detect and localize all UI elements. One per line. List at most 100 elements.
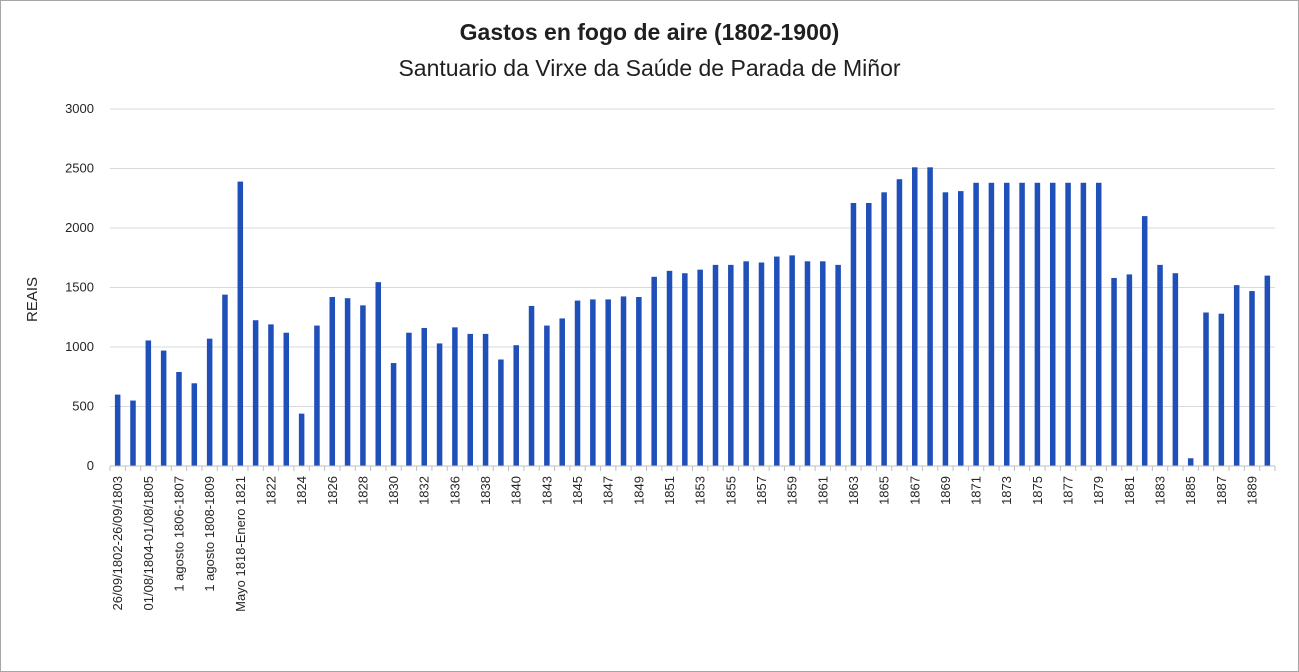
y-tick-label: 3000 [65, 101, 94, 116]
bar [743, 261, 749, 466]
x-tick-label: 1859 [785, 476, 800, 505]
bar [973, 182, 979, 466]
y-tick-label: 2000 [65, 220, 94, 235]
bar [850, 203, 857, 466]
bar [191, 383, 198, 466]
bar [1157, 264, 1163, 466]
x-tick-label: 1883 [1153, 476, 1168, 505]
bar [574, 300, 581, 466]
bar [1065, 182, 1071, 466]
bar [1218, 313, 1225, 466]
bar [866, 203, 872, 466]
bar [682, 273, 688, 466]
y-tick-label: 0 [87, 458, 94, 473]
x-tick-label: 1889 [1245, 476, 1260, 505]
bar-series [114, 167, 1271, 467]
bar [1049, 182, 1056, 466]
x-tick-label: 1867 [907, 476, 922, 505]
x-tick-label: 1851 [662, 476, 677, 505]
bar [252, 320, 259, 466]
bar [1187, 458, 1194, 466]
x-tick-label: 1879 [1091, 476, 1106, 505]
bar [881, 192, 887, 467]
bar [314, 325, 320, 466]
bar [467, 333, 473, 466]
bar [421, 327, 428, 466]
x-tick-label: 1877 [1061, 476, 1076, 505]
bar [176, 371, 182, 466]
bar [896, 179, 903, 466]
x-tick-label: 1849 [631, 476, 646, 505]
y-tick-label: 1000 [65, 339, 94, 354]
x-tick-label: 1861 [815, 476, 830, 505]
bar [605, 299, 611, 466]
x-tick-label: 1826 [325, 476, 340, 505]
bar [482, 333, 489, 466]
bar [222, 294, 228, 466]
bar [1019, 182, 1025, 466]
chart-title: Gastos en fogo de aire (1802-1900) [459, 19, 840, 45]
bar [436, 343, 443, 466]
x-tick-label: 1881 [1122, 476, 1137, 505]
bar [329, 297, 336, 466]
bar [1126, 274, 1133, 466]
bar [1264, 275, 1271, 466]
bar [620, 296, 627, 466]
x-tick-label: 1824 [294, 476, 309, 505]
x-tick-label: 1863 [846, 476, 861, 505]
bar [758, 262, 765, 466]
bar [406, 332, 412, 466]
bar [1080, 182, 1087, 466]
bar [804, 261, 811, 466]
x-tick-label: 1847 [601, 476, 616, 505]
y-tick-label: 500 [72, 399, 94, 414]
bar [513, 345, 519, 466]
bar [559, 318, 565, 466]
bar [697, 269, 703, 466]
y-axis-ticks: 0 500 1000 1500 2000 2500 3000 [65, 101, 94, 473]
bar [636, 297, 642, 466]
bar [114, 394, 121, 466]
x-tick-label: 1832 [417, 476, 432, 505]
x-tick-label: 1840 [509, 476, 524, 505]
bar [835, 264, 841, 466]
bar [283, 332, 290, 466]
x-tick-label: 1830 [386, 476, 401, 505]
bar [942, 192, 949, 467]
bar [206, 338, 213, 466]
bar [498, 359, 504, 466]
chart-subtitle: Santuario da Virxe da Saúde de Parada de… [398, 55, 901, 81]
bar [774, 256, 780, 466]
bar [1233, 285, 1240, 466]
x-tick-label: 1875 [1030, 476, 1045, 505]
x-tick-label: 1869 [938, 476, 953, 505]
x-tick-label: 1885 [1183, 476, 1198, 505]
bar [375, 282, 382, 466]
bar [1203, 312, 1209, 466]
x-tick-label: 1871 [969, 476, 984, 505]
x-axis-ticks: 26/09/1802-26/09/1803 01/08/1804-01/08/18… [109, 466, 1276, 612]
bar [544, 325, 550, 466]
x-tick-label: 1828 [355, 476, 370, 505]
bar [130, 400, 136, 466]
bar [360, 305, 366, 466]
bar [912, 167, 918, 466]
bar [789, 255, 795, 466]
bar [1172, 273, 1179, 466]
bar [390, 363, 397, 466]
bar [927, 167, 933, 466]
bar [344, 298, 351, 466]
x-tick-label: 1845 [570, 476, 585, 505]
bar [1095, 182, 1102, 466]
bar [452, 327, 458, 466]
x-tick-label: 1836 [447, 476, 462, 505]
x-tick-label: 1865 [877, 476, 892, 505]
bar [1034, 182, 1041, 466]
y-axis-title: REAIS [24, 277, 41, 322]
x-tick-label: 1873 [999, 476, 1014, 505]
y-tick-label: 1500 [65, 280, 94, 295]
x-tick-label: 1822 [263, 476, 278, 505]
x-tick-label: 1843 [539, 476, 554, 505]
x-tick-label: 1838 [478, 476, 493, 505]
